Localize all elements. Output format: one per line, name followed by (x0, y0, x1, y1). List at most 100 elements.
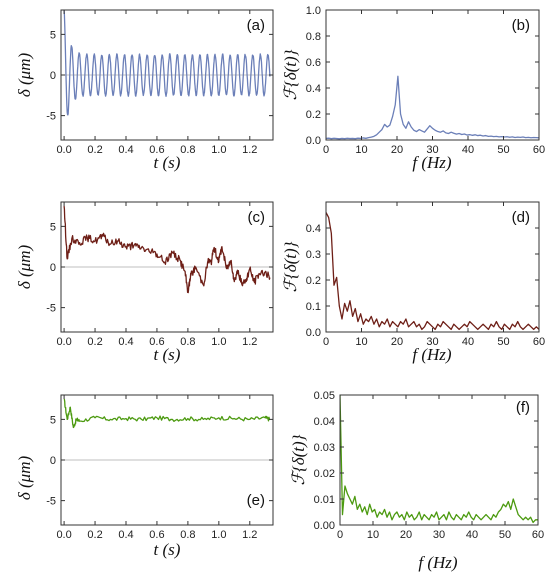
panel-c-xtick-label: 0.0 (56, 336, 71, 348)
panel-e-xtick-label: 0.8 (180, 529, 195, 541)
panel-a-ytick-label: 0 (50, 70, 56, 82)
panel-b-xtick-label: 30 (426, 144, 438, 156)
panel-b-xtick-label: 10 (355, 144, 367, 156)
panel-c-series-line (63, 205, 271, 294)
panel-b-ytick-label: 0.4 (306, 83, 321, 95)
panel-c-ylabel: δ (μm) (15, 245, 34, 290)
panel-c-ytick-label: 0 (50, 262, 56, 274)
panel-e-label: (e) (247, 492, 265, 509)
panel-f-xtick-label: 40 (466, 529, 478, 541)
panel-d-label: (d) (512, 209, 530, 226)
panel-d-ytick-label: 0.4 (306, 223, 321, 235)
panel-d: 0 10 20 30 40 50 600.00.10.20.30.4 (d) f (Hz) … (281, 201, 545, 364)
panel-e-ytick-label: 0 (50, 455, 56, 467)
panel-d-xtick-label: 10 (355, 336, 367, 348)
panel-e-xtick-label: 0.0 (56, 529, 71, 541)
panel-d-xtick-label: 30 (426, 336, 438, 348)
panel-c-ticks: 0.0 0.2 0.4 0.6 0.8 1.0 1.2 5 0 -5 (46, 202, 273, 348)
panel-b-xtick-label: 20 (391, 144, 403, 156)
panel-b: 0 10 20 30 40 50 60 0.0 0.2 0.4 0.6 0.8 1.0 (b) f (H… (281, 5, 545, 172)
panel-d-series-line (326, 212, 539, 331)
panel-f-ytick-label: 0.00 (314, 520, 335, 532)
panel-f-ytick-label: 0.01 (314, 494, 335, 506)
panel-b-ytick-label: 0.6 (306, 57, 321, 69)
panel-b-series-line (326, 75, 539, 140)
panel-f-xtick-label: 10 (367, 529, 379, 541)
panel-f-ytick-label: 0.04 (314, 416, 335, 428)
panel-e-xtick-label: 0.2 (87, 529, 102, 541)
panel-c-xlabel: t (s) (154, 345, 181, 364)
panel-c-xtick-label: 0.8 (180, 336, 195, 348)
panel-d-xtick-label: 0 (323, 336, 329, 348)
panel-c-series (63, 205, 271, 294)
panel-b-ytick-label: 0.8 (306, 31, 321, 43)
panel-f-ylabel: ℱ{δ(t)} (289, 434, 308, 485)
panel-f-ticks: 0 10 20 30 40 50 60 0.00 0.01 0.02 0.03 0.04 0.05 (314, 390, 545, 541)
panel-a-xtick-label: 0.0 (56, 144, 71, 156)
panel-e-xtick-label: 1.0 (211, 529, 226, 541)
panel-c-ytick-label: 5 (50, 221, 56, 233)
panel-a-xtick-label: 0.2 (87, 144, 102, 156)
panel-d-xtick-label: 20 (391, 336, 403, 348)
panel-d-xlabel: f (Hz) (412, 345, 452, 364)
panel-a-label: (a) (247, 17, 265, 34)
panel-f-ytick-label: 0.02 (314, 468, 335, 480)
panel-f-ytick-label: 0.05 (314, 390, 335, 402)
panel-a: 0.0 0.2 0.4 0.6 0.8 1.0 1.2 5 0 -5 (a) t (s) δ (μ… (15, 9, 274, 172)
panel-f-xtick-label: 30 (433, 529, 445, 541)
panel-a-ytick-label: 5 (50, 29, 56, 41)
panel-e-series-line (63, 398, 271, 429)
panel-f-xtick-label: 50 (499, 529, 511, 541)
panel-c-xtick-label: 0.4 (118, 336, 133, 348)
panel-d-xtick-label: 60 (533, 336, 545, 348)
panel-e-xtick-label: 0.4 (118, 529, 133, 541)
panel-a-ytick-label: -5 (46, 111, 56, 123)
panel-a-xtick-label: 0.8 (180, 144, 195, 156)
panel-c-xtick-label: 1.0 (211, 336, 226, 348)
panel-c-xtick-label: 0.2 (87, 336, 102, 348)
panel-a-ylabel: δ (μm) (15, 53, 34, 98)
panel-f-xtick-label: 60 (532, 529, 544, 541)
panel-b-xtick-label: 50 (497, 144, 509, 156)
panel-b-xtick-label: 0 (323, 144, 329, 156)
panel-b-xtick-label: 40 (462, 144, 474, 156)
panel-b-ytick-label: 0.2 (306, 109, 321, 121)
panel-e-ytick-label: 5 (50, 414, 56, 426)
panel-d-ytick-label: 0.3 (306, 249, 321, 261)
panel-f-xtick-label: 0 (337, 529, 343, 541)
panel-e-xtick-label: 0.6 (149, 529, 164, 541)
panel-a-xtick-label: 0.6 (149, 144, 164, 156)
panel-d-ticks: 0 10 20 30 40 50 60 0.0 0.1 0.2 0.3 0.4 (306, 202, 545, 348)
panel-e-ticks: 0.0 0.2 0.4 0.6 0.8 1.0 1.2 5 0 -5 (46, 395, 273, 541)
panel-f: 0 10 20 30 40 50 60 0.00 0.01 0.02 0.03 0.04 0.05 (f… (289, 390, 544, 572)
panel-f-xtick-label: 20 (400, 529, 412, 541)
panel-c-ytick-label: -5 (46, 303, 56, 315)
panel-d-frame (325, 201, 540, 333)
panel-f-series-line (340, 395, 538, 524)
panel-d-series (326, 212, 539, 331)
panel-b-ytick-label: 0.0 (306, 135, 321, 147)
panel-a-xlabel: t (s) (154, 153, 181, 172)
panel-e: 0.0 0.2 0.4 0.6 0.8 1.0 1.2 5 0 -5 (e) t (s) δ (μ… (15, 394, 274, 559)
panel-a-series (63, 10, 271, 116)
panel-d-ytick-label: 0.1 (306, 301, 321, 313)
panel-b-ylabel: ℱ{δ(t)} (281, 49, 300, 100)
panel-c-xtick-label: 0.6 (149, 336, 164, 348)
panel-e-series (63, 398, 271, 429)
panel-a-series-line (63, 10, 271, 116)
panel-f-label: (f) (516, 399, 530, 416)
panel-a-ticks: 0.0 0.2 0.4 0.6 0.8 1.0 1.2 5 0 -5 (46, 10, 273, 156)
panel-a-xtick-label: 1.2 (242, 144, 257, 156)
panel-f-series (340, 395, 538, 524)
panel-a-xtick-label: 1.0 (211, 144, 226, 156)
panel-b-xlabel: f (Hz) (412, 153, 452, 172)
panel-b-ticks: 0 10 20 30 40 50 60 0.0 0.2 0.4 0.6 0.8 1.0 (306, 5, 545, 156)
panel-d-ytick-label: 0.2 (306, 275, 321, 287)
panel-d-ylabel: ℱ{δ(t)} (281, 241, 300, 292)
panel-e-xlabel: t (s) (154, 540, 181, 559)
panel-d-xtick-label: 40 (462, 336, 474, 348)
panel-b-ytick-label: 1.0 (306, 5, 321, 17)
panel-b-xtick-label: 60 (533, 144, 545, 156)
panel-f-ytick-label: 0.03 (314, 442, 335, 454)
